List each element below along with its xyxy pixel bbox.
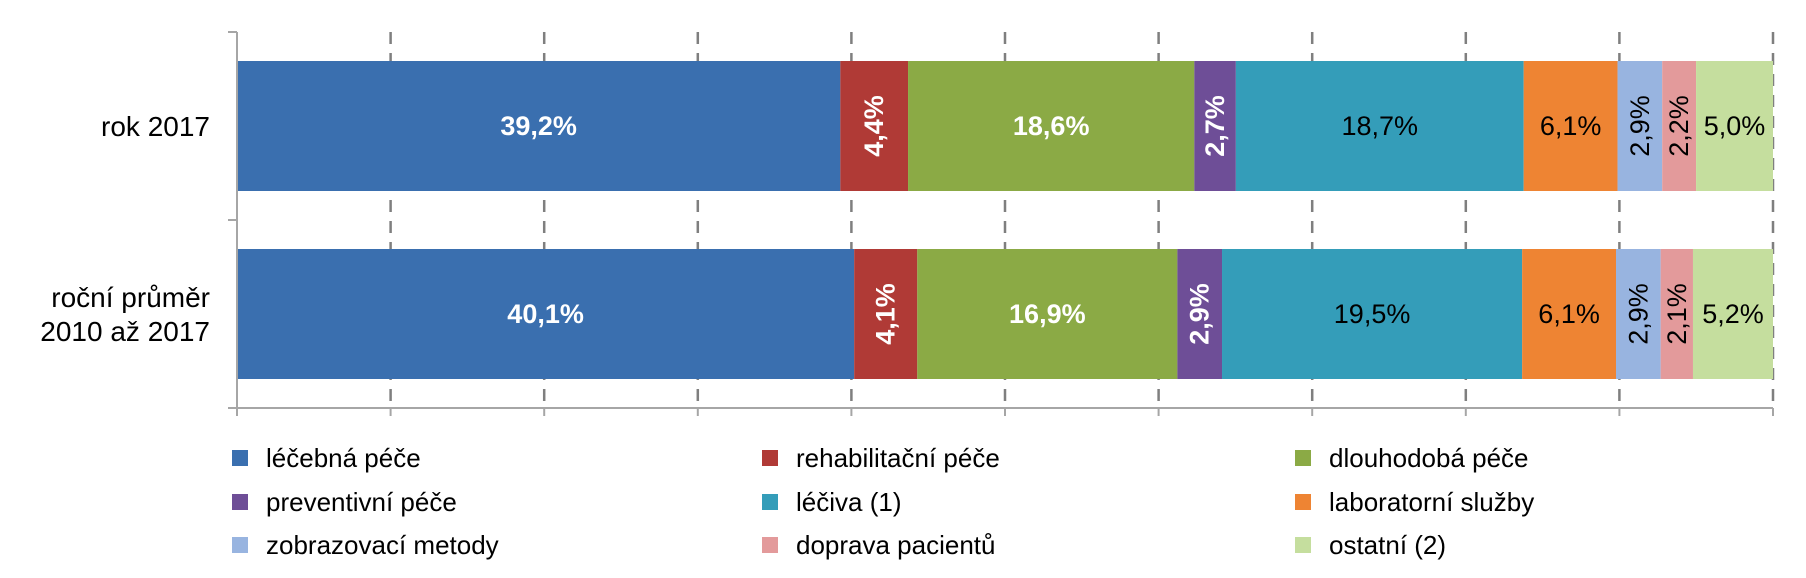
legend-swatch: [232, 494, 248, 510]
data-label: 2,2%: [1664, 95, 1694, 157]
legend-swatch: [1295, 450, 1311, 466]
legend-label: zobrazovací metody: [266, 530, 499, 560]
legend-swatch: [232, 450, 248, 466]
data-label: 5,2%: [1702, 299, 1764, 329]
legend-label: preventivní péče: [266, 487, 457, 517]
bar-segment: [1222, 249, 1523, 379]
data-label: 40,1%: [507, 299, 584, 329]
data-label: 4,1%: [871, 283, 901, 345]
category-label: rok 2017: [101, 111, 210, 142]
bar-segment: [1194, 61, 1236, 191]
axes: [228, 31, 1774, 416]
legend-swatch: [1295, 494, 1311, 510]
legend: léčebná péče rehabilitační péče dlouhodobá…: [232, 443, 1534, 560]
bar-segment: [840, 61, 909, 191]
data-label: 4,4%: [859, 95, 889, 157]
legend-label: ostatní (2): [1329, 530, 1446, 560]
bar-segment: [1235, 61, 1524, 191]
bar-segment: [1523, 61, 1618, 191]
bar-segment: [1696, 61, 1773, 191]
legend-swatch: [1295, 537, 1311, 553]
data-label: 18,7%: [1341, 111, 1418, 141]
legend-swatch: [762, 494, 778, 510]
bar-segment: [237, 249, 855, 379]
legend-swatch: [762, 450, 778, 466]
bar-segment: [917, 249, 1178, 379]
bar-segment: [854, 249, 918, 379]
legend-label: laboratorní služby: [1329, 487, 1534, 517]
data-label: 18,6%: [1013, 111, 1090, 141]
bar-segment: [1617, 61, 1663, 191]
bar-segment: [1660, 249, 1693, 379]
bar-segment: [1177, 249, 1223, 379]
data-label: 2,7%: [1200, 95, 1230, 157]
data-label: 19,5%: [1334, 299, 1411, 329]
bar-segment: [1692, 249, 1773, 379]
bar-segment: [1616, 249, 1661, 379]
data-label: 2,9%: [1625, 95, 1655, 157]
bar-segment: [1522, 249, 1617, 379]
category-label: roční průměr 2010 až 2017: [40, 282, 210, 347]
legend-label: rehabilitační péče: [796, 443, 1000, 473]
legend-label: léčebná péče: [266, 443, 421, 473]
data-label: 2,9%: [1623, 283, 1653, 345]
data-label: 5,0%: [1704, 111, 1766, 141]
bars: [237, 61, 1773, 379]
bar-segment: [908, 61, 1195, 191]
bar-segment: [1662, 61, 1697, 191]
category-labels: rok 2017 roční průměr 2010 až 2017: [40, 111, 210, 347]
legend-label: doprava pacientů: [796, 530, 995, 560]
legend-swatch: [762, 537, 778, 553]
bar-labels: 39,2% 4,4% 18,6% 2,7% 18,7% 6,1% 2,9% 2,2% 5,0% 4…: [500, 95, 1765, 345]
data-label: 6,1%: [1538, 299, 1600, 329]
legend-label: léčiva (1): [796, 487, 901, 517]
data-label: 2,9%: [1185, 283, 1215, 345]
legend-swatch: [232, 537, 248, 553]
legend-label: dlouhodobá péče: [1329, 443, 1529, 473]
data-label: 2,1%: [1662, 283, 1692, 345]
bar-segment: [237, 61, 841, 191]
data-label: 39,2%: [500, 111, 577, 141]
data-label: 16,9%: [1009, 299, 1086, 329]
data-label: 6,1%: [1540, 111, 1602, 141]
